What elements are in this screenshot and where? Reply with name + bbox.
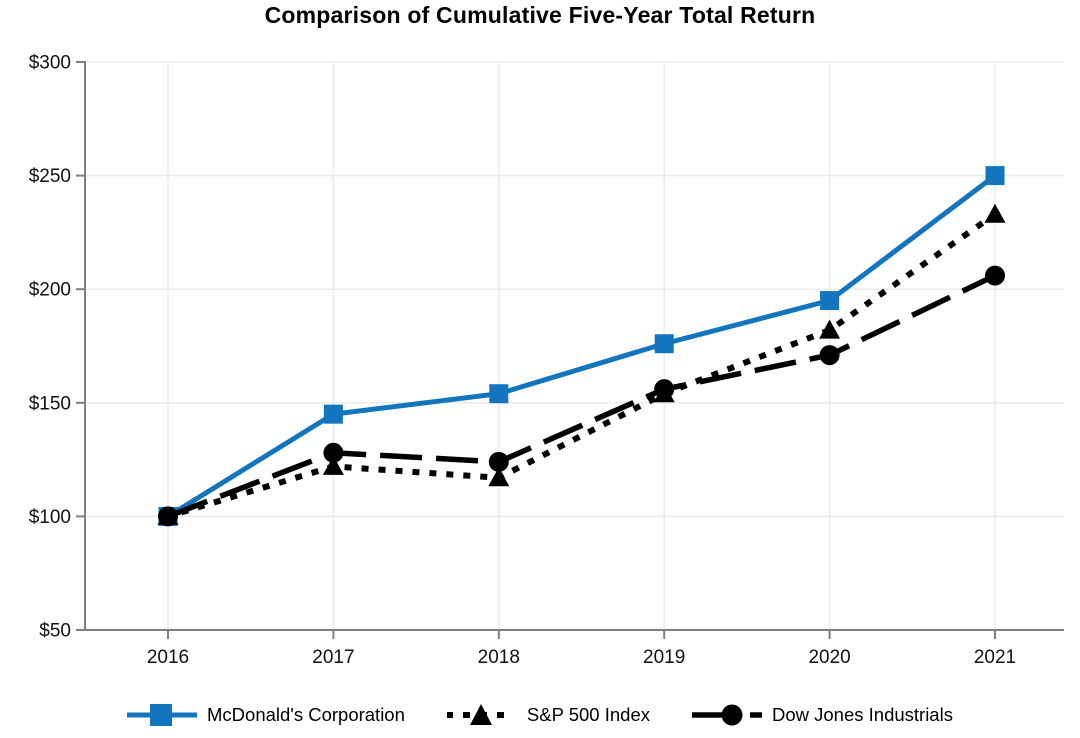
series-marker-0 — [489, 384, 509, 404]
legend-swatch-circle-icon — [691, 704, 762, 726]
series-marker-2 — [488, 451, 509, 472]
series-marker-0 — [985, 166, 1005, 186]
y-axis-tick-label: $150 — [29, 393, 71, 414]
legend-item-0: McDonald's Corporation — [127, 702, 405, 728]
series-marker-0 — [323, 404, 343, 424]
series-marker-2 — [158, 506, 178, 527]
y-axis-tick-label: $300 — [29, 53, 71, 74]
y-axis-tick-label: $250 — [29, 166, 71, 187]
line-chart: $50 $100 $150 $200 $250 $300 2016 2017 2018 2019 2… — [29, 53, 1064, 668]
legend-swatch-square-icon — [127, 704, 198, 726]
x-axis-tick-label: 2018 — [478, 647, 520, 668]
series-marker-1 — [819, 319, 841, 339]
legend-label-2: Dow Jones Industrials — [771, 704, 953, 725]
series-marker-2 — [323, 442, 344, 463]
series-marker-0 — [820, 291, 840, 311]
series-marker-1 — [488, 467, 510, 487]
x-axis-tick-label: 2020 — [808, 647, 850, 668]
x-axis-tick-label: 2016 — [147, 647, 189, 668]
series-line-2 — [167, 273, 997, 519]
legend-item-1: S&P 500 Index — [446, 702, 650, 728]
series-line-0 — [165, 173, 998, 519]
legend-swatch-triangle-icon — [446, 704, 517, 725]
series-marker-1 — [322, 455, 344, 475]
series-marker-2 — [819, 345, 840, 366]
y-axis-tick-label: $100 — [29, 507, 71, 528]
chart-title: Comparison of Cumulative Five-Year Total… — [264, 2, 816, 28]
series-marker-0 — [654, 334, 674, 354]
legend-label-0: McDonald's Corporation — [207, 704, 405, 725]
x-axis-tick-label: 2021 — [974, 647, 1016, 668]
series-marker-1 — [984, 203, 1006, 223]
legend: McDonald's Corporation S&P 500 Index Dow J… — [0, 702, 1080, 728]
y-axis-tick-label: $200 — [29, 280, 71, 301]
legend-item-2: Dow Jones Industrials — [691, 702, 953, 728]
series-marker-2 — [985, 265, 1005, 286]
legend-label-1: S&P 500 Index — [526, 704, 650, 725]
x-axis-tick-label: 2019 — [643, 647, 685, 668]
x-axis-tick-label: 2017 — [312, 647, 354, 668]
y-axis-tick-label: $50 — [39, 621, 71, 642]
series-line-1 — [164, 210, 1000, 521]
series-marker-2 — [654, 379, 675, 400]
